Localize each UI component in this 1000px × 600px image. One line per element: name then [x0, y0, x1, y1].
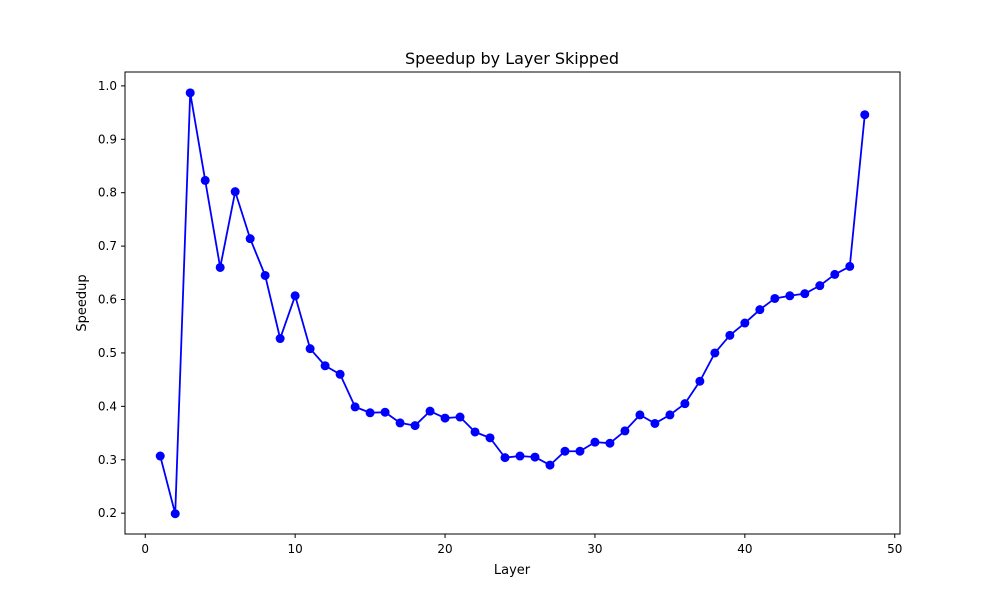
- data-point: [665, 410, 675, 420]
- data-point: [410, 421, 420, 431]
- data-point: [710, 348, 720, 358]
- y-axis-label: Speedup: [75, 274, 90, 331]
- data-point: [860, 110, 870, 120]
- data-point: [185, 88, 195, 98]
- data-point: [785, 291, 795, 301]
- data-point: [425, 406, 435, 416]
- chart-title: Speedup by Layer Skipped: [405, 49, 619, 68]
- data-point: [815, 281, 825, 291]
- data-point: [200, 175, 210, 185]
- data-point: [500, 453, 510, 463]
- x-axis-label: Layer: [494, 563, 531, 578]
- data-point: [260, 270, 270, 280]
- data-point: [290, 291, 300, 301]
- data-point: [545, 460, 555, 470]
- data-point: [770, 293, 780, 303]
- data-point: [605, 438, 615, 448]
- data-point: [485, 433, 495, 443]
- data-point: [575, 446, 585, 456]
- y-tick-label: 0.6: [98, 293, 117, 307]
- series-group: [155, 88, 870, 519]
- series-line: [159, 91, 866, 515]
- y-tick-label: 0.5: [98, 346, 117, 360]
- x-tick-label: 10: [287, 542, 302, 556]
- data-point: [830, 269, 840, 279]
- data-point: [845, 261, 855, 271]
- data-point: [755, 305, 765, 315]
- plot-area-frame: [124, 71, 901, 535]
- y-tick-label: 0.2: [98, 506, 117, 520]
- data-point: [695, 376, 705, 386]
- data-point: [155, 451, 165, 461]
- x-tick-label: 30: [587, 542, 602, 556]
- x-axis: 0 10 20 30 40 50: [141, 534, 902, 556]
- data-point: [170, 509, 180, 519]
- x-tick-label: 40: [737, 542, 752, 556]
- y-tick-label: 0.9: [98, 132, 117, 146]
- x-tick-label: 20: [437, 542, 452, 556]
- data-point: [380, 407, 390, 417]
- data-point: [230, 187, 240, 197]
- x-tick-label: 0: [141, 542, 149, 556]
- data-point: [395, 418, 405, 428]
- data-point: [275, 334, 285, 344]
- data-point: [320, 361, 330, 371]
- data-point: [560, 446, 570, 456]
- y-axis: 0.2 0.3 0.4 0.5 0.6 0.7 0.8 0.9 1.0: [98, 79, 125, 520]
- data-point: [470, 427, 480, 437]
- y-tick-label: 0.8: [98, 186, 117, 200]
- data-point: [455, 412, 465, 422]
- data-point: [530, 452, 540, 462]
- data-point: [590, 437, 600, 447]
- x-tick-label: 50: [887, 542, 902, 556]
- data-point: [335, 369, 345, 379]
- data-point: [650, 418, 660, 428]
- data-point: [515, 451, 525, 461]
- data-point: [440, 413, 450, 423]
- y-tick-label: 1.0: [98, 79, 117, 93]
- data-point: [245, 234, 255, 244]
- data-point: [305, 344, 315, 354]
- y-tick-label: 0.3: [98, 453, 117, 467]
- data-point: [725, 330, 735, 340]
- data-point: [740, 318, 750, 328]
- data-point: [215, 262, 225, 272]
- y-tick-label: 0.4: [98, 399, 117, 413]
- data-point: [365, 408, 375, 418]
- data-point: [680, 399, 690, 409]
- data-point: [635, 410, 645, 420]
- data-point: [800, 289, 810, 299]
- y-tick-label: 0.7: [98, 239, 117, 253]
- data-point: [350, 402, 360, 412]
- data-point: [620, 426, 630, 436]
